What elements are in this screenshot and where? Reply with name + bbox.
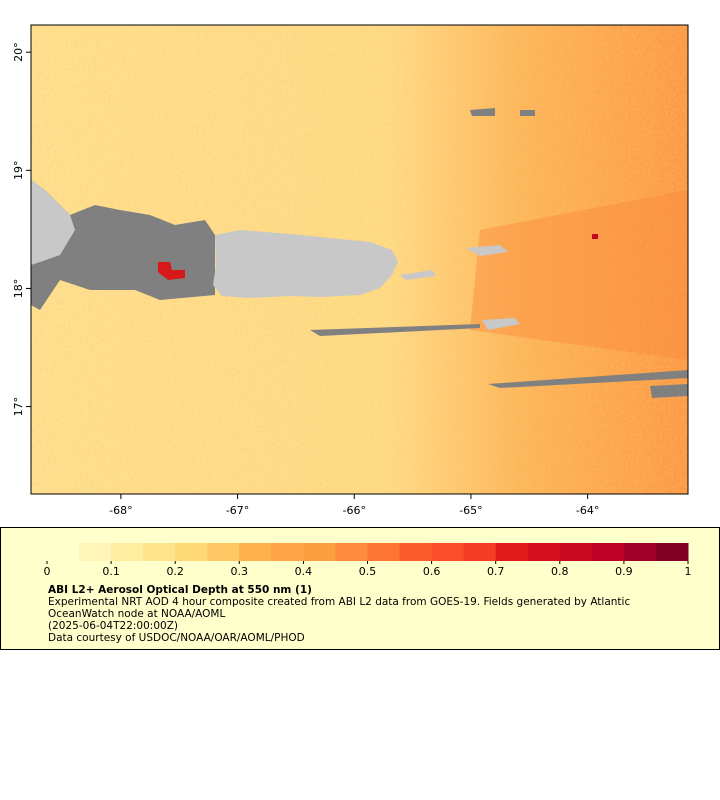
map-frame [30, 24, 689, 495]
colorbar-swatch [655, 543, 689, 561]
colorbar-swatch [303, 543, 336, 561]
colorbar-swatch [527, 543, 561, 561]
colorbar-tick-label: 0.4 [295, 565, 313, 578]
colorbar-swatch [111, 543, 144, 561]
caption-line: OceanWatch node at NOAA/AOML [48, 608, 225, 620]
colorbar-swatch [239, 543, 272, 561]
x-tick-label: -66° [343, 504, 366, 517]
colorbar-swatch [463, 543, 497, 561]
colorbar-swatch [271, 543, 304, 561]
colorbar-tick-label: 0.7 [487, 565, 505, 578]
colorbar-swatch [79, 543, 112, 561]
caption-title: ABI L2+ Aerosol Optical Depth at 550 nm … [48, 584, 312, 596]
y-tick-label: 18° [12, 279, 25, 299]
colorbar-swatch [431, 543, 465, 561]
colorbar-swatch [559, 543, 593, 561]
map-axes: -68° -67° -66° -65° -64° 20° 19° 18° 17° [12, 42, 599, 517]
x-tick-label: -68° [109, 504, 132, 517]
colorbar-swatch [367, 543, 401, 561]
cloud-streak [310, 324, 480, 336]
colorbar-tick-label: 0 [44, 565, 51, 578]
y-tick-label: 20° [12, 42, 25, 62]
colorbar-swatch [591, 543, 625, 561]
colorbar-tick-label: 0.2 [166, 565, 184, 578]
st-croix [482, 318, 520, 330]
puerto-rico [213, 230, 398, 298]
colorbar-tick-label: 0.3 [231, 565, 249, 578]
colorbar-tick-label: 0.5 [359, 565, 377, 578]
virgin-islands [466, 245, 508, 256]
hispaniola [31, 180, 75, 265]
cloud-patch [470, 108, 535, 116]
x-tick-label: -67° [226, 504, 249, 517]
colorbar-swatch [175, 543, 208, 561]
colorbar: 0 0.1 0.2 0.3 0.4 0.5 0.6 0.7 0.8 0.9 1 [44, 543, 692, 578]
colorbar-swatch [495, 543, 529, 561]
high-aod-patch [158, 262, 185, 280]
high-aod-patch [592, 234, 598, 239]
caption-line: (2025-06-04T22:00:00Z) [48, 620, 178, 632]
cloud-patch [650, 384, 688, 398]
colorbar-tick-label: 0.8 [551, 565, 569, 578]
caption-line: Data courtesy of USDOC/NOAA/OAR/AOML/PHO… [48, 632, 305, 644]
y-tick-label: 17° [12, 397, 25, 417]
map-field [31, 25, 688, 494]
colorbar-tick-label: 1 [685, 565, 692, 578]
colorbar-swatch [623, 543, 657, 561]
colorbar-tick-label: 0.9 [615, 565, 633, 578]
caption-line: Experimental NRT AOD 4 hour composite cr… [48, 596, 630, 608]
vieques [400, 270, 436, 280]
y-tick-label: 19° [12, 161, 25, 181]
colorbar-swatch [207, 543, 240, 561]
colorbar-tick-label: 0.1 [102, 565, 120, 578]
colorbar-swatch [335, 543, 368, 561]
x-tick-label: -65° [459, 504, 482, 517]
colorbar-swatch [47, 543, 80, 561]
cloud-streak [488, 370, 688, 388]
aod-plume [470, 190, 688, 360]
colorbar-swatch [143, 543, 176, 561]
colorbar-tick-label: 0.6 [423, 565, 441, 578]
x-tick-label: -64° [576, 504, 599, 517]
colorbar-swatch [399, 543, 433, 561]
